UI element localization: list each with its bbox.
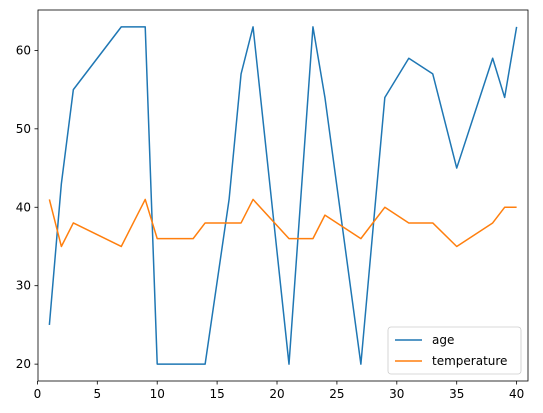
x-tick-label: 30: [389, 387, 404, 401]
x-tick-label: 25: [329, 387, 344, 401]
legend-label-age: age: [432, 333, 454, 347]
axes: 0 5 10 15 20 25 30 35 40 20 30 40 50 60: [16, 9, 529, 401]
legend: age temperature: [387, 326, 522, 375]
x-tick-label: 15: [209, 387, 224, 401]
y-tick-label: 40: [16, 200, 31, 214]
x-tick-label: 35: [449, 387, 464, 401]
axes-frame: [37, 9, 529, 382]
x-tick-label: 40: [509, 387, 524, 401]
series-line-age: [48, 26, 518, 365]
y-tick-label: 30: [16, 279, 31, 293]
y-tick-label: 60: [16, 43, 31, 57]
legend-box: [387, 326, 522, 375]
x-tick-label: 0: [34, 387, 42, 401]
x-tick-label: 20: [269, 387, 284, 401]
x-tick-label: 10: [150, 387, 165, 401]
y-tick-label: 20: [16, 357, 31, 371]
series-line-temperature: [48, 198, 517, 248]
x-tick-label: 5: [93, 387, 101, 401]
legend-label-temperature: temperature: [432, 354, 507, 368]
y-tick-label: 50: [16, 122, 31, 136]
plot-area: [48, 26, 518, 365]
